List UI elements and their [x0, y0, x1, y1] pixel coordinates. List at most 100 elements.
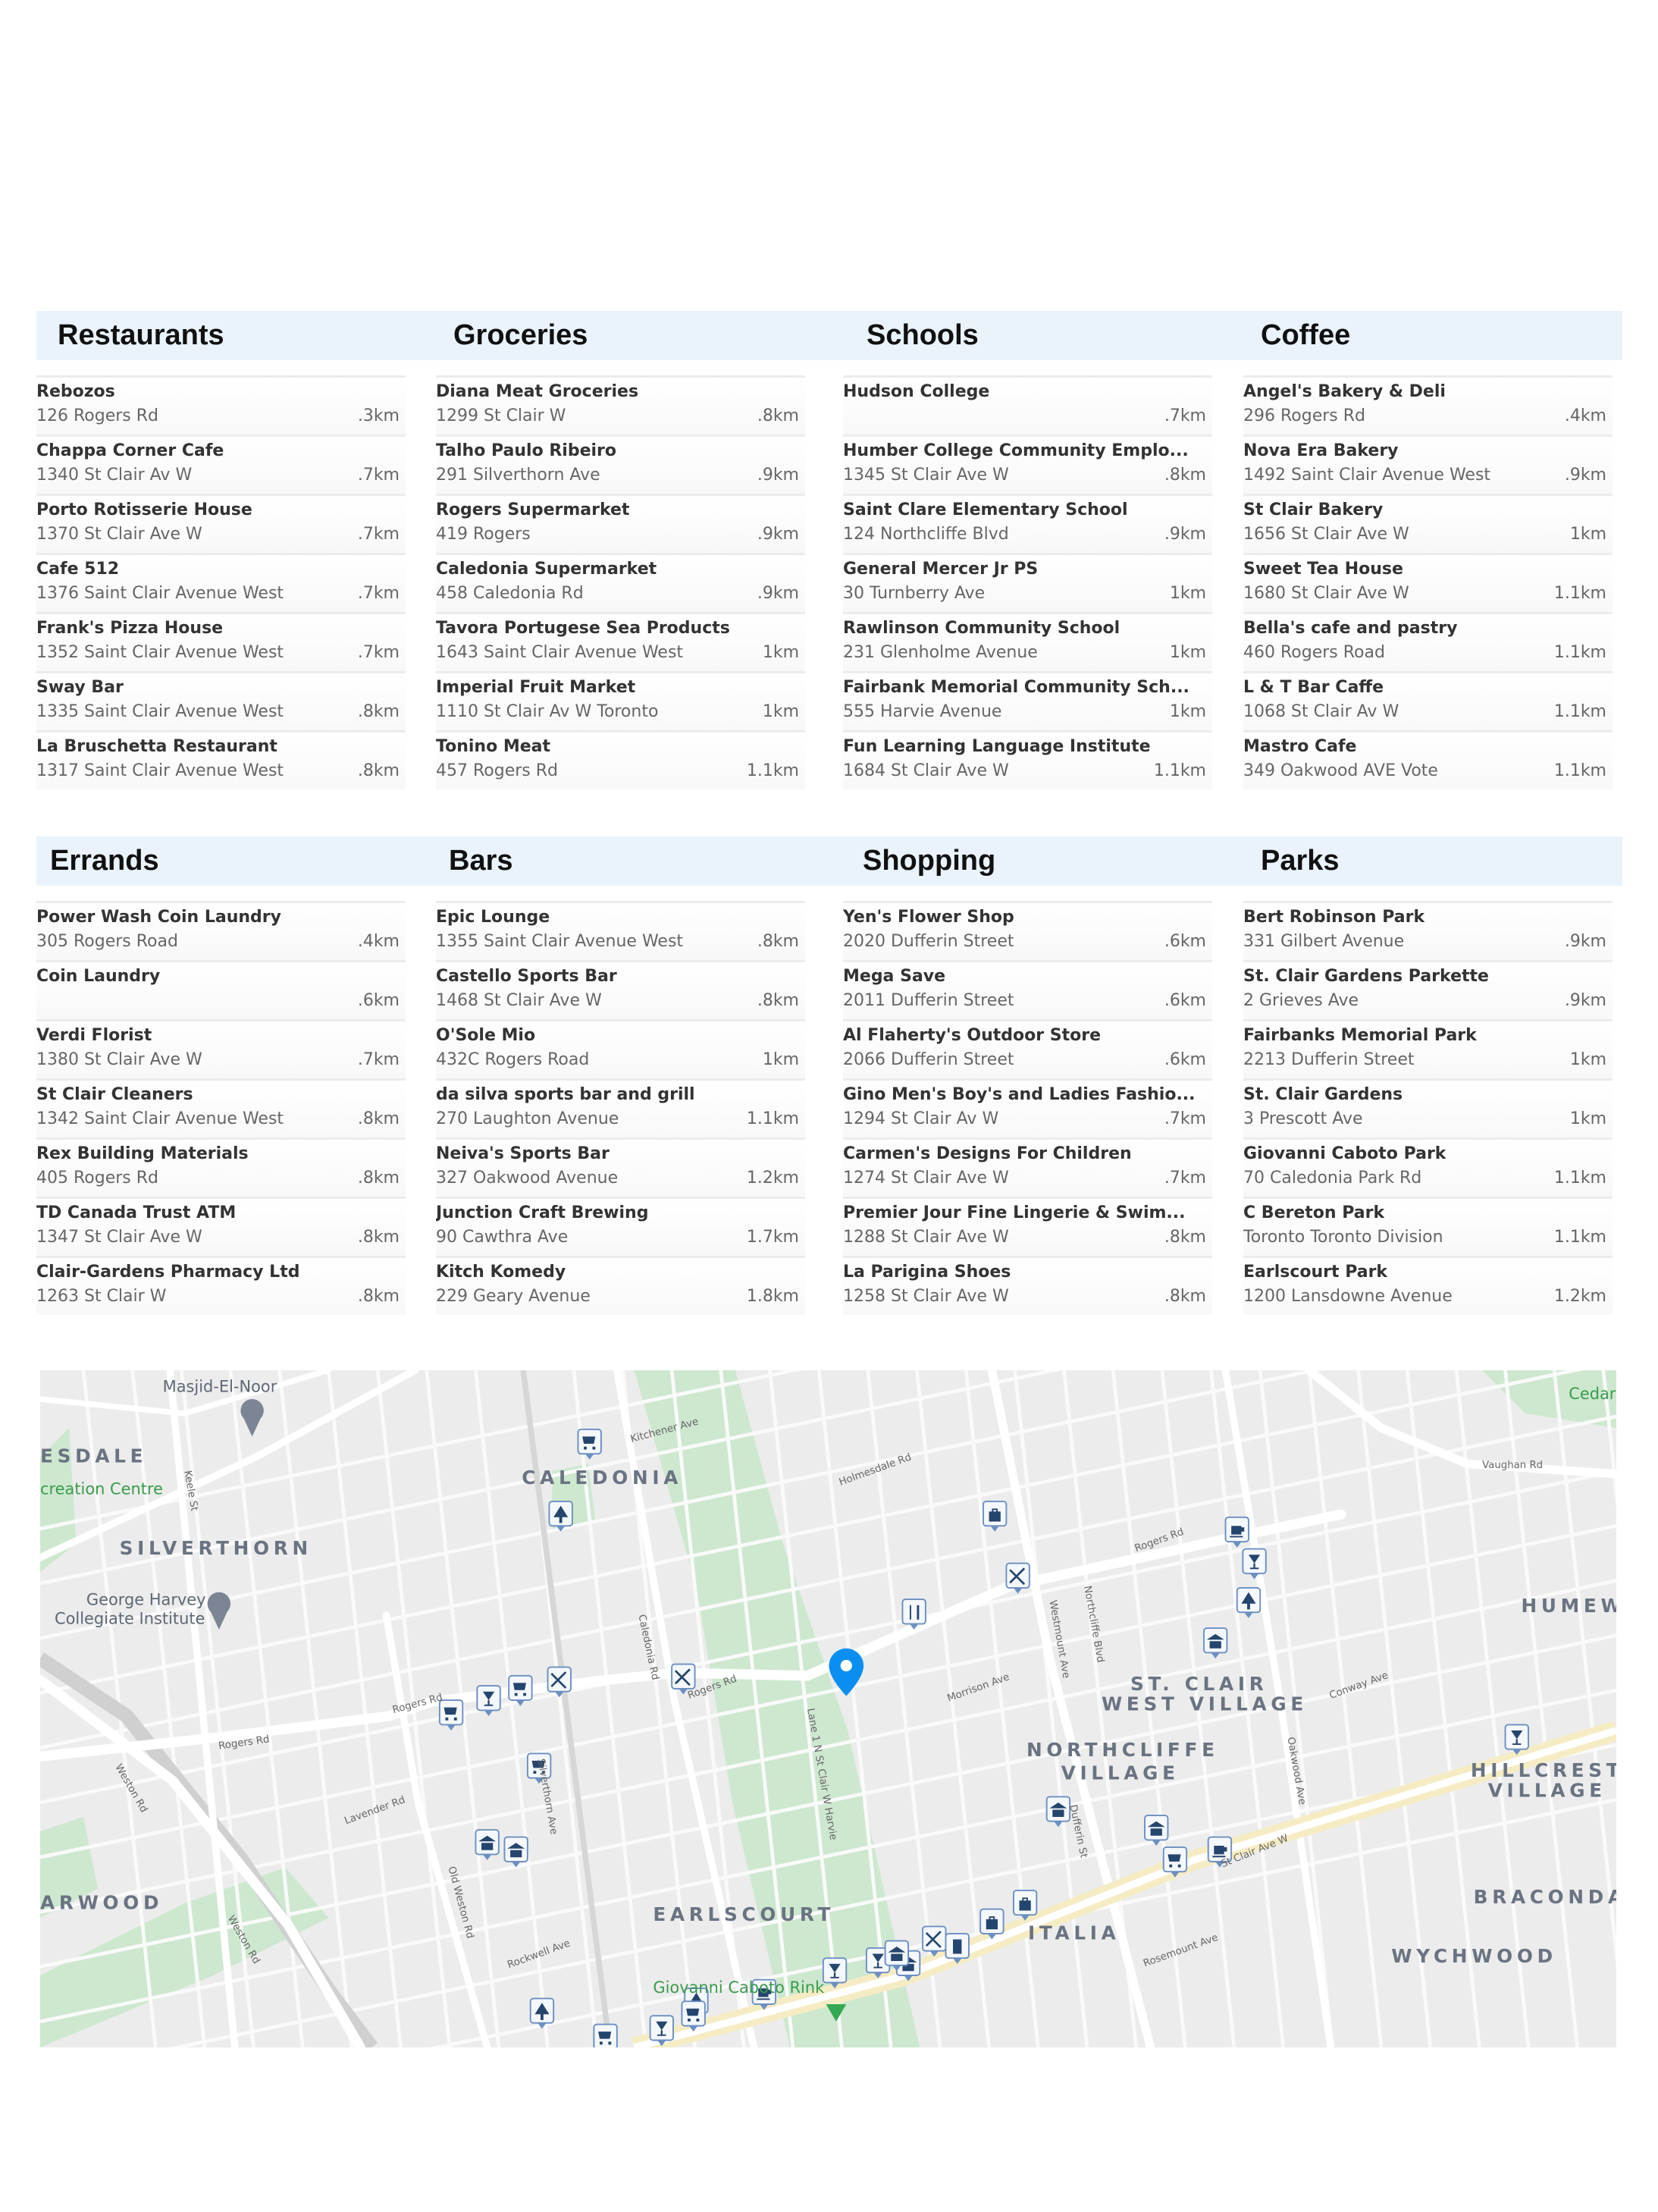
list-item[interactable]: St Clair Bakery 1656 St Clair Ave W 1km: [1243, 494, 1613, 553]
place-name: O'Sole Mio: [436, 1026, 536, 1045]
masjid-marker-icon[interactable]: [240, 1399, 264, 1437]
list-item[interactable]: Junction Craft Brewing 90 Cawthra Ave 1.7k…: [436, 1197, 805, 1256]
neighborhood-map[interactable]: ESDALE creation Centre SILVERTHORN Georg…: [40, 1370, 1616, 2047]
list-item[interactable]: General Mercer Jr PS 30 Turnberry Ave 1km: [843, 553, 1212, 612]
coffee-marker-icon[interactable]: [1207, 1836, 1233, 1868]
list-item[interactable]: Sweet Tea House 1680 St Clair Ave W 1.1km: [1243, 553, 1613, 612]
list-item[interactable]: Rawlinson Community School 231 Glenholme …: [843, 612, 1212, 671]
cart-marker-icon[interactable]: [438, 1699, 464, 1730]
list-item[interactable]: Tonino Meat 457 Rogers Rd 1.1km: [436, 730, 805, 789]
list-item[interactable]: Bert Robinson Park 331 Gilbert Avenue .9km: [1243, 901, 1613, 960]
list-item[interactable]: Nova Era Bakery 1492 Saint Clair Avenue W…: [1243, 435, 1613, 494]
list-item[interactable]: Verdi Florist 1380 St Clair Ave W .7km: [36, 1019, 406, 1078]
list-item[interactable]: Bella's cafe and pastry 460 Rogers Road 1.…: [1243, 612, 1613, 671]
list-item[interactable]: St Clair Cleaners 1342 Saint Clair Avenue…: [36, 1078, 406, 1137]
list-item[interactable]: Tavora Portugese Sea Products 1643 Saint …: [436, 612, 805, 671]
list-item[interactable]: Hudson College .7km: [843, 375, 1212, 435]
bag-marker-icon[interactable]: [979, 1908, 1005, 1940]
tree-marker-icon[interactable]: [1236, 1586, 1262, 1618]
glass-marker-icon[interactable]: [476, 1685, 501, 1716]
list-item[interactable]: Neiva's Sports Bar 327 Oakwood Avenue 1.2k…: [436, 1137, 805, 1197]
list-item[interactable]: Imperial Fruit Market 1110 St Clair Av W …: [436, 671, 805, 730]
list-item[interactable]: Diana Meat Groceries 1299 St Clair W .8km: [436, 375, 805, 435]
list-item[interactable]: La Parigina Shoes 1258 St Clair Ave W .8km: [843, 1256, 1212, 1315]
list-item[interactable]: Chappa Corner Cafe 1340 St Clair Av W .7km: [36, 435, 406, 494]
list-item[interactable]: Caledonia Supermarket 458 Caledonia Rd .9k…: [436, 553, 805, 612]
list-item[interactable]: Saint Clare Elementary School 124 Northcl…: [843, 494, 1212, 553]
cart-marker-icon[interactable]: [508, 1674, 533, 1706]
cart-marker-icon[interactable]: [593, 2023, 618, 2047]
list-item[interactable]: Kitch Komedy 229 Geary Avenue 1.8km: [436, 1256, 805, 1315]
school-marker-icon[interactable]: [1203, 1627, 1228, 1658]
list-item[interactable]: C Bereton Park Toronto Toronto Division 1.…: [1243, 1197, 1613, 1256]
school-marker-icon[interactable]: [1144, 1815, 1169, 1846]
place-name: Mastro Cafe: [1243, 737, 1357, 756]
utensils-marker-icon[interactable]: [671, 1663, 696, 1695]
list-item[interactable]: Yen's Flower Shop 2020 Dufferin Street .6k…: [843, 901, 1212, 960]
list-item[interactable]: La Bruschetta Restaurant 1317 Saint Clair…: [36, 730, 406, 789]
list-item[interactable]: St. Clair Gardens 3 Prescott Ave 1km: [1243, 1078, 1613, 1137]
list-item[interactable]: Premier Jour Fine Lingerie & Swim... 1288…: [843, 1197, 1212, 1256]
glass-marker-icon[interactable]: [649, 2015, 674, 2047]
glass-marker-icon[interactable]: [1504, 1724, 1529, 1755]
cart-marker-icon[interactable]: [526, 1752, 552, 1784]
list-item[interactable]: da silva sports bar and grill 270 Laughto…: [436, 1078, 805, 1137]
glass-marker-icon[interactable]: [822, 1957, 848, 1989]
bag-marker-icon[interactable]: [1012, 1889, 1038, 1921]
tree-marker-icon[interactable]: [529, 1997, 555, 2029]
list-item[interactable]: Fairbanks Memorial Park 2213 Dufferin Str…: [1243, 1019, 1613, 1078]
list-item[interactable]: Fairbank Memorial Community Sch... 555 Ha…: [843, 671, 1212, 730]
list-item[interactable]: St. Clair Gardens Parkette 2 Grieves Ave.…: [1243, 960, 1613, 1019]
list-item[interactable]: Fun Learning Language Institute 1684 St C…: [843, 730, 1212, 789]
money-marker-icon[interactable]: [945, 1932, 970, 1964]
cart-marker-icon[interactable]: [577, 1428, 602, 1460]
glass-marker-icon[interactable]: [1242, 1548, 1267, 1580]
list-item[interactable]: Rogers Supermarket 419 Rogers .9km: [436, 494, 805, 553]
list-item[interactable]: Talho Paulo Ribeiro 291 Silverthorn Ave .9…: [436, 435, 805, 494]
list-item[interactable]: Mastro Cafe 349 Oakwood AVE Vote 1.1km: [1243, 730, 1613, 789]
park-area: [40, 1817, 99, 1918]
school-marker-icon[interactable]: [503, 1836, 528, 1868]
utensils-marker-icon[interactable]: [547, 1666, 572, 1698]
list-item[interactable]: Al Flaherty's Outdoor Store 2066 Dufferin…: [843, 1019, 1212, 1078]
tree-marker-icon[interactable]: [548, 1500, 573, 1532]
rink-marker-icon[interactable]: [826, 2004, 847, 2022]
place-address: 1263 St Clair W: [36, 1287, 167, 1306]
list-item[interactable]: TD Canada Trust ATM 1347 St Clair Ave W .8…: [36, 1197, 406, 1256]
list-item[interactable]: Frank's Pizza House 1352 Saint Clair Aven…: [36, 612, 406, 671]
school-poi-icon[interactable]: [207, 1592, 231, 1630]
list-item[interactable]: Rex Building Materials 405 Rogers Rd .8km: [36, 1137, 406, 1197]
list-item[interactable]: Coin Laundry .6km: [36, 960, 406, 1019]
location-pin-icon[interactable]: [829, 1648, 864, 1696]
list-item[interactable]: Epic Lounge 1355 Saint Clair Avenue West.…: [436, 901, 805, 960]
place-name: St. Clair Gardens Parkette: [1243, 967, 1489, 986]
list-item[interactable]: Humber College Community Emplo... 1345 St…: [843, 435, 1212, 494]
list-item[interactable]: Porto Rotisserie House 1370 St Clair Ave …: [36, 494, 406, 553]
school-marker-icon[interactable]: [475, 1829, 500, 1860]
map-canvas[interactable]: ESDALE creation Centre SILVERTHORN Georg…: [40, 1370, 1616, 2047]
utensils-marker-icon[interactable]: [1005, 1562, 1030, 1594]
fork-marker-icon[interactable]: [901, 1599, 926, 1630]
list-item[interactable]: Earlscourt Park 1200 Lansdowne Avenue 1.2k…: [1243, 1256, 1613, 1315]
school-marker-icon[interactable]: [1045, 1796, 1071, 1828]
list-item[interactable]: Mega Save 2011 Dufferin Street .6km: [843, 960, 1212, 1019]
list-item[interactable]: Rebozos 126 Rogers Rd .3km: [36, 375, 406, 435]
list-item[interactable]: Angel's Bakery & Deli 296 Rogers Rd .4km: [1243, 375, 1613, 435]
cart-marker-icon[interactable]: [681, 2000, 706, 2032]
bag-marker-icon[interactable]: [983, 1500, 1008, 1532]
coffee-marker-icon[interactable]: [751, 1978, 777, 2010]
school-marker-icon[interactable]: [884, 1940, 910, 1972]
list-item[interactable]: Gino Men's Boy's and Ladies Fashio... 129…: [843, 1078, 1212, 1137]
list-item[interactable]: Castello Sports Bar 1468 St Clair Ave W .8…: [436, 960, 805, 1019]
list-item[interactable]: Giovanni Caboto Park 70 Caledonia Park Rd…: [1243, 1137, 1613, 1197]
list-item[interactable]: Clair-Gardens Pharmacy Ltd 1263 St Clair …: [36, 1256, 406, 1315]
cart-marker-icon[interactable]: [1162, 1846, 1188, 1878]
list-item[interactable]: Sway Bar 1335 Saint Clair Avenue West .8km: [36, 671, 406, 730]
list-item[interactable]: Carmen's Designs For Children 1274 St Cla…: [843, 1137, 1212, 1197]
list-item[interactable]: O'Sole Mio 432C Rogers Road 1km: [436, 1019, 805, 1078]
list-item[interactable]: Cafe 512 1376 Saint Clair Avenue West .7km: [36, 553, 406, 612]
utensils-marker-icon[interactable]: [922, 1925, 947, 1957]
list-item[interactable]: L & T Bar Caffe 1068 St Clair Av W 1.1km: [1243, 671, 1613, 730]
list-item[interactable]: Power Wash Coin Laundry 305 Rogers Road .4…: [36, 901, 406, 960]
coffee-marker-icon[interactable]: [1224, 1516, 1249, 1548]
